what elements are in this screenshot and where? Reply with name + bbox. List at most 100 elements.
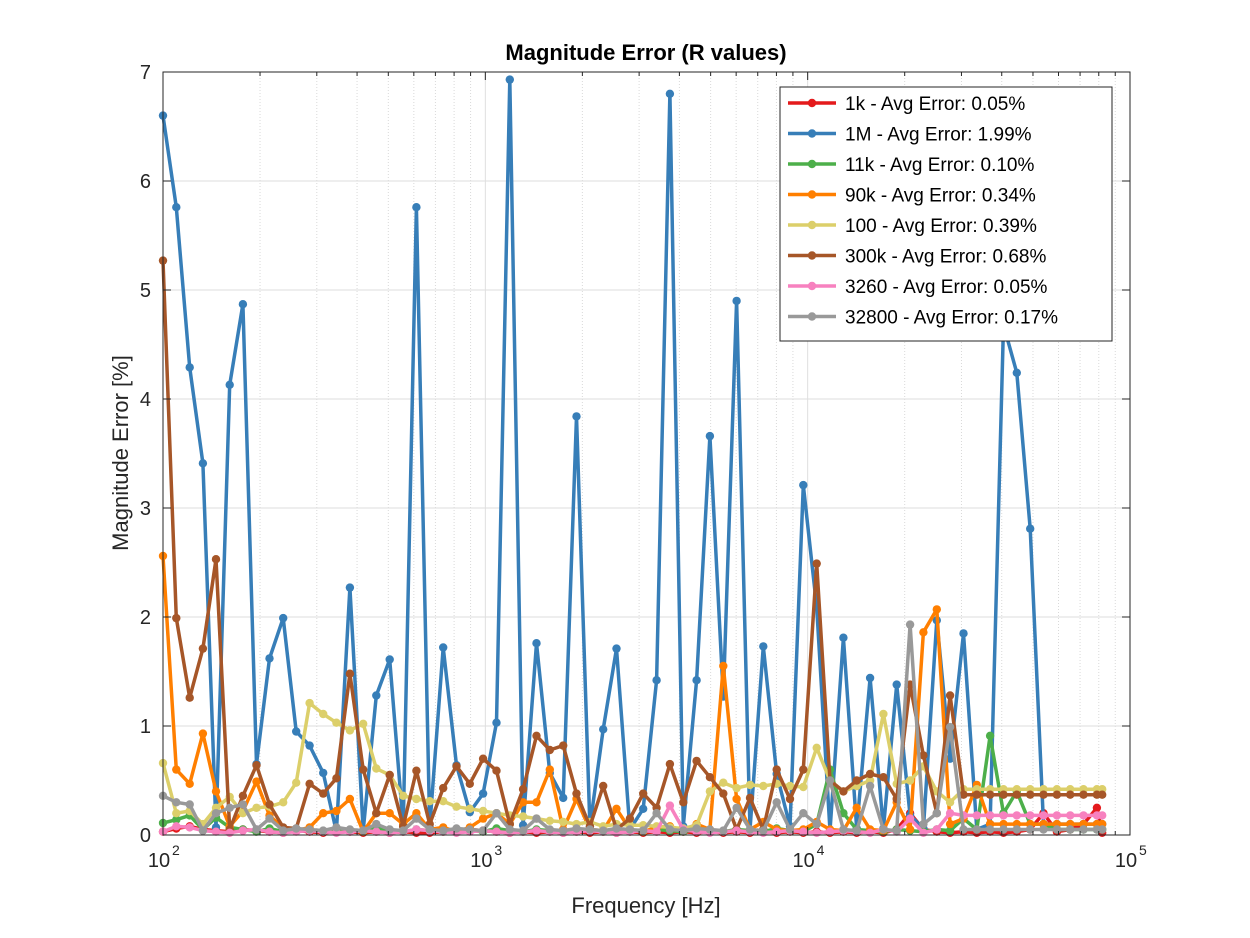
data-point bbox=[705, 787, 715, 796]
data-point bbox=[211, 555, 221, 564]
data-point bbox=[759, 781, 768, 791]
data-point bbox=[1026, 811, 1035, 820]
data-point bbox=[559, 826, 568, 835]
data-point bbox=[1098, 790, 1107, 799]
data-point bbox=[305, 825, 314, 834]
data-point bbox=[385, 809, 394, 818]
data-point bbox=[772, 798, 781, 807]
data-point bbox=[905, 814, 915, 823]
x-tick-label: 10 bbox=[793, 850, 815, 872]
data-point bbox=[359, 826, 368, 835]
data-point bbox=[345, 726, 355, 735]
data-point bbox=[1052, 811, 1062, 820]
data-point bbox=[292, 778, 301, 787]
legend-entry: 1k - Avg Error: 0.05% bbox=[788, 94, 1025, 115]
data-point bbox=[625, 825, 635, 834]
data-point bbox=[732, 794, 741, 804]
data-point bbox=[372, 819, 381, 829]
data-point bbox=[599, 826, 608, 835]
legend-label: 11k - Avg Error: 0.10% bbox=[845, 155, 1034, 176]
data-point bbox=[505, 825, 514, 834]
data-point bbox=[985, 811, 995, 820]
data-point bbox=[185, 800, 194, 809]
data-point bbox=[732, 803, 741, 812]
data-point bbox=[665, 89, 675, 99]
data-point bbox=[225, 803, 234, 812]
data-point bbox=[1066, 790, 1075, 799]
data-point bbox=[372, 691, 381, 700]
data-point bbox=[305, 698, 314, 708]
data-point bbox=[412, 814, 421, 823]
data-point bbox=[865, 781, 875, 791]
data-point bbox=[1012, 825, 1021, 834]
data-point bbox=[799, 809, 808, 818]
data-point bbox=[1079, 825, 1088, 834]
data-point bbox=[238, 826, 248, 835]
data-point bbox=[719, 661, 728, 671]
data-point bbox=[372, 827, 381, 836]
data-point bbox=[599, 781, 608, 791]
data-point bbox=[345, 825, 355, 834]
data-point bbox=[452, 802, 461, 811]
x-tick-label: 10 bbox=[1115, 850, 1137, 872]
data-point bbox=[172, 798, 181, 807]
data-point bbox=[198, 644, 208, 653]
x-tick-exponent: 4 bbox=[817, 842, 825, 858]
data-point bbox=[185, 823, 194, 832]
data-point bbox=[1079, 811, 1088, 820]
data-point bbox=[439, 826, 448, 835]
data-point bbox=[972, 811, 981, 820]
data-point bbox=[478, 814, 488, 823]
data-point bbox=[412, 203, 421, 212]
data-point bbox=[211, 809, 221, 818]
y-tick-label: 7 bbox=[140, 62, 151, 84]
data-point bbox=[705, 825, 715, 834]
data-point bbox=[545, 745, 554, 755]
data-point bbox=[839, 633, 848, 642]
data-point bbox=[198, 459, 208, 468]
data-point bbox=[265, 814, 274, 823]
data-point bbox=[211, 787, 221, 796]
data-point bbox=[332, 774, 341, 783]
data-point bbox=[412, 766, 421, 775]
data-point bbox=[799, 765, 808, 774]
data-point bbox=[1052, 825, 1062, 834]
data-point bbox=[319, 809, 328, 818]
data-point bbox=[172, 203, 181, 212]
data-point bbox=[999, 790, 1008, 799]
data-point bbox=[959, 629, 968, 638]
data-point bbox=[185, 779, 194, 788]
legend-swatch-marker bbox=[807, 220, 817, 230]
data-point bbox=[759, 642, 768, 651]
data-point bbox=[799, 782, 808, 792]
data-point bbox=[211, 827, 221, 836]
data-point bbox=[412, 794, 421, 804]
data-point bbox=[492, 718, 501, 727]
data-point bbox=[425, 825, 434, 834]
data-point bbox=[345, 583, 355, 592]
series-7 bbox=[158, 620, 1107, 835]
data-point bbox=[679, 826, 688, 835]
legend-label: 3260 - Avg Error: 0.05% bbox=[845, 277, 1048, 298]
data-point bbox=[905, 825, 915, 834]
data-point bbox=[945, 798, 955, 807]
data-point bbox=[385, 655, 394, 664]
data-point bbox=[478, 826, 488, 835]
legend-entry: 3260 - Avg Error: 0.05% bbox=[788, 277, 1048, 298]
data-point bbox=[279, 826, 288, 835]
data-point bbox=[238, 300, 248, 309]
data-point bbox=[238, 800, 248, 809]
data-point bbox=[759, 826, 768, 835]
data-point bbox=[825, 827, 835, 836]
data-point bbox=[799, 480, 808, 490]
data-point bbox=[279, 613, 288, 623]
data-point bbox=[319, 709, 328, 719]
legend-swatch-marker bbox=[807, 98, 817, 108]
data-point bbox=[865, 828, 875, 837]
data-point bbox=[732, 296, 741, 306]
data-point bbox=[932, 809, 941, 818]
data-point bbox=[972, 825, 981, 834]
data-point bbox=[812, 828, 821, 837]
data-point bbox=[185, 363, 194, 372]
data-point bbox=[292, 824, 301, 833]
